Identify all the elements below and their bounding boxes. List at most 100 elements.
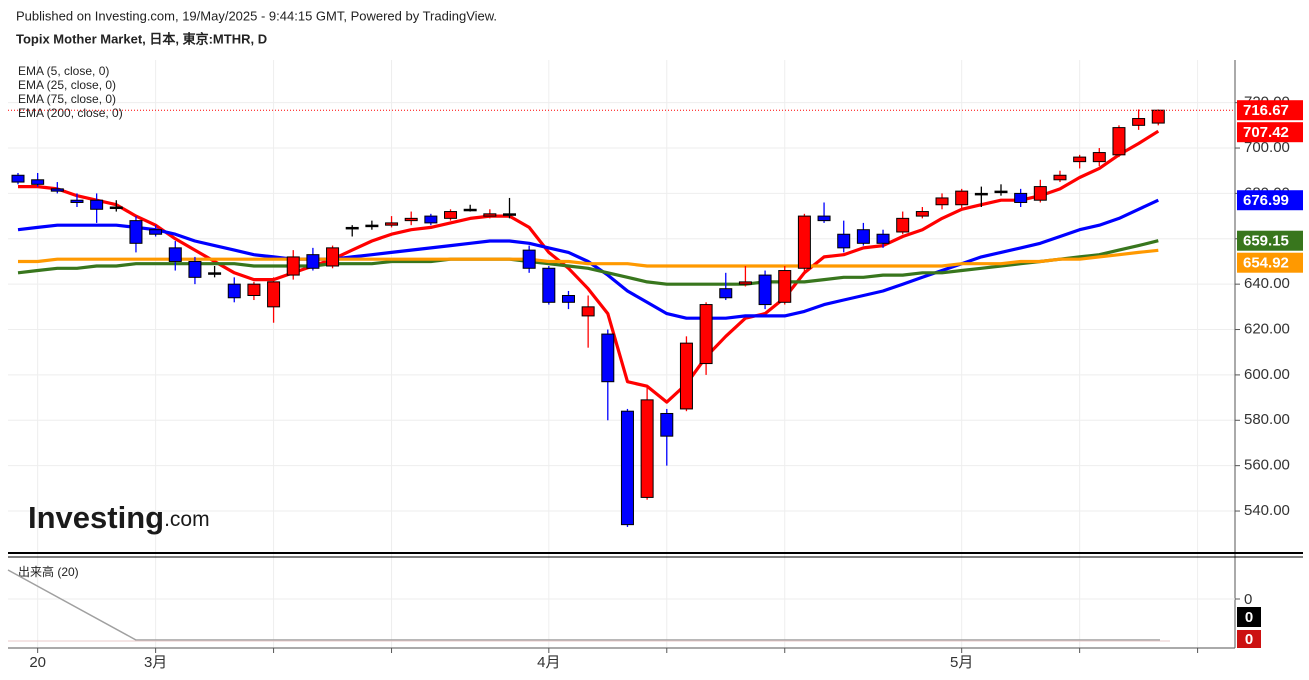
candle-body (129, 220, 143, 244)
instrument-title: Topix Mother Market, 日本, 東京:MTHR, D (16, 31, 267, 46)
candle-body (286, 256, 300, 276)
candle-body (1132, 118, 1146, 126)
ema-line (18, 248, 1159, 268)
plot-area: 540.00560.00580.00600.00620.00640.00660.… (7, 60, 1303, 671)
candle-body (1151, 109, 1165, 124)
candle-body (1092, 152, 1106, 163)
candle-body (11, 174, 25, 183)
candle-body (679, 342, 693, 410)
candle-body (168, 247, 182, 262)
y-tick-label: 700.00 (1244, 139, 1290, 156)
y-tick-label: 540.00 (1244, 502, 1290, 519)
volume-title: 出来高 (20) (18, 564, 79, 579)
candle-body (483, 213, 497, 217)
candle-body (109, 206, 123, 210)
volume-tick-label: 0 (1244, 591, 1252, 608)
candle-body (365, 224, 379, 228)
watermark-suffix: .com (164, 508, 210, 531)
candle-body (915, 211, 929, 217)
y-tick-label: 620.00 (1244, 320, 1290, 337)
candle-body (385, 222, 399, 226)
candle-body (974, 192, 988, 196)
watermark-main: Investing (28, 500, 164, 535)
candle-body (208, 272, 222, 275)
candle-body (70, 199, 84, 203)
y-tick-label: 640.00 (1244, 275, 1290, 292)
candle-body (1112, 127, 1126, 156)
candle-body (188, 260, 202, 278)
x-tick-label: 4月 (537, 654, 560, 671)
candle-body (149, 229, 163, 235)
candle-body (640, 399, 654, 498)
legend-entry: EMA (5, close, 0) (18, 64, 109, 78)
candle-body (522, 249, 536, 269)
candle-body (1053, 174, 1067, 181)
price-label-box (1237, 230, 1303, 251)
price-label-box (1237, 190, 1303, 211)
published-note: Published on Investing.com, 19/May/2025 … (16, 8, 497, 23)
legend-entry: EMA (200, close, 0) (18, 106, 123, 120)
candle-body (778, 270, 792, 303)
candle-body (817, 215, 831, 222)
price-label-box (1237, 122, 1303, 143)
y-tick-label: 560.00 (1244, 457, 1290, 474)
x-tick-label: 3月 (144, 654, 167, 671)
legend-entry: EMA (75, close, 0) (18, 92, 116, 106)
candle-body (267, 281, 281, 308)
candle-body (503, 213, 516, 216)
watermark: Investing.com (28, 500, 210, 535)
candle-body (561, 294, 575, 303)
candle-body (424, 215, 438, 224)
candle-body (1033, 186, 1047, 201)
volume-label: 0 (1245, 609, 1253, 626)
candle-body (1014, 192, 1028, 203)
y-tick-label: 600.00 (1244, 366, 1290, 383)
candle-body (620, 410, 634, 526)
volume-label-box (1237, 607, 1261, 627)
candle-body (837, 233, 851, 249)
candle-body (738, 281, 752, 285)
candle-body (1073, 156, 1087, 163)
volume-label: 0 (1245, 631, 1253, 648)
ema-line (17, 239, 1159, 286)
price-label-box (1237, 252, 1303, 273)
candle-body (306, 254, 320, 269)
candle-body (660, 412, 674, 437)
y-tick-label: 580.00 (1244, 411, 1290, 428)
candle-body (247, 283, 261, 296)
candle-body (404, 217, 418, 222)
candle-body (994, 190, 1008, 194)
price-label: 659.15 (1243, 233, 1289, 250)
price-label: 716.67 (1243, 102, 1289, 119)
candle-body (797, 215, 811, 269)
x-tick-label: 20 (29, 654, 46, 671)
candle-body (699, 304, 713, 365)
price-label: 707.42 (1243, 124, 1289, 141)
candle-body (935, 197, 949, 206)
candle-body (758, 274, 772, 306)
x-tick-label: 5月 (950, 654, 973, 671)
candle-body (326, 247, 340, 267)
candle-body (601, 333, 615, 383)
candle-body (90, 199, 104, 210)
candle-body (581, 306, 595, 317)
volume-average-line (7, 569, 1160, 641)
price-label: 654.92 (1243, 255, 1289, 272)
legend-entry: EMA (25, close, 0) (18, 78, 116, 92)
candle-body (542, 267, 556, 303)
volume-label-box (1237, 630, 1261, 648)
candle-body (50, 188, 64, 192)
candle-body (955, 190, 969, 206)
ema-line (17, 198, 1159, 320)
candle-body (31, 179, 45, 185)
candle-body (227, 283, 241, 299)
candle-body (444, 211, 458, 219)
candle-body (856, 229, 870, 244)
candle-body (345, 226, 359, 230)
price-label-box (1237, 100, 1303, 121)
candle-body (463, 208, 477, 212)
candle-body (896, 217, 910, 233)
candle-body (719, 288, 733, 299)
candle-body (876, 233, 890, 244)
